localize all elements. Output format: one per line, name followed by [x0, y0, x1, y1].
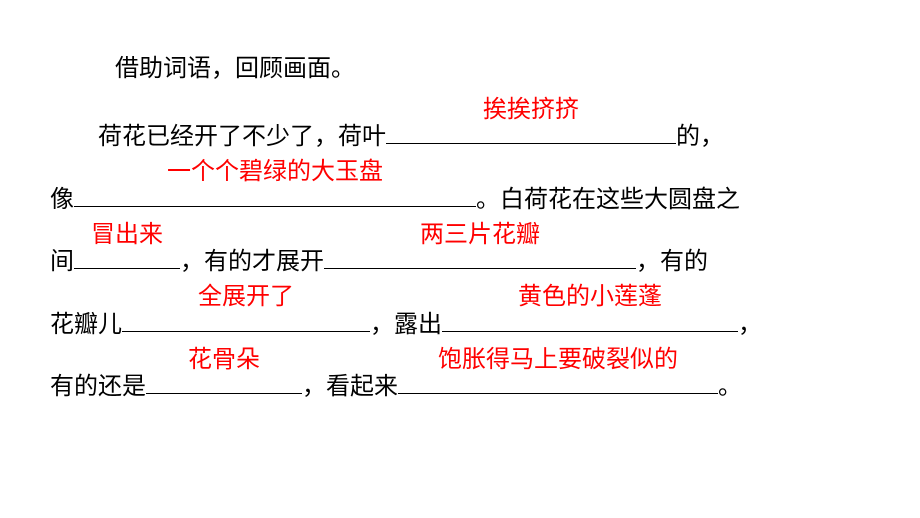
line-5: 有的还是花骨朵，看起来饱胀得马上要破裂似的。: [50, 356, 870, 418]
text-segment: ，看起来: [302, 374, 398, 400]
text-segment: 有的还是: [50, 374, 146, 400]
text-segment: 。: [718, 374, 742, 400]
text-segment: 花瓣儿: [50, 312, 122, 338]
answer-6: 黄色的小莲蓬: [518, 266, 662, 328]
text-segment: 间: [50, 249, 74, 275]
blank-7: 花骨朵: [146, 370, 302, 394]
text-segment: ，: [738, 312, 762, 338]
text-segment: 的，: [676, 124, 724, 150]
answer-3: 冒出来: [91, 204, 163, 266]
worksheet-content: 借助词语，回顾画面。 荷花已经开了不少了，荷叶挨挨挤挤的， 像一个个碧绿的大玉盘…: [50, 38, 870, 418]
answer-4: 两三片花瓣: [420, 204, 540, 266]
answer-5: 全展开了: [198, 266, 294, 328]
answer-8: 饱胀得马上要破裂似的: [438, 329, 678, 391]
blank-3: 冒出来: [74, 245, 180, 269]
answer-1: 挨挨挤挤: [483, 79, 579, 141]
answer-2: 一个个碧绿的大玉盘: [167, 141, 383, 203]
text-segment: 像: [50, 187, 74, 213]
text-segment: ，露出: [370, 312, 442, 338]
answer-7: 花骨朵: [188, 329, 260, 391]
line-3: 间冒出来，有的才展开两三片花瓣，有的: [50, 231, 870, 293]
blank-8: 饱胀得马上要破裂似的: [398, 370, 718, 394]
instruction-title: 借助词语，回顾画面。: [50, 38, 870, 100]
blank-1: 挨挨挤挤: [386, 120, 676, 144]
